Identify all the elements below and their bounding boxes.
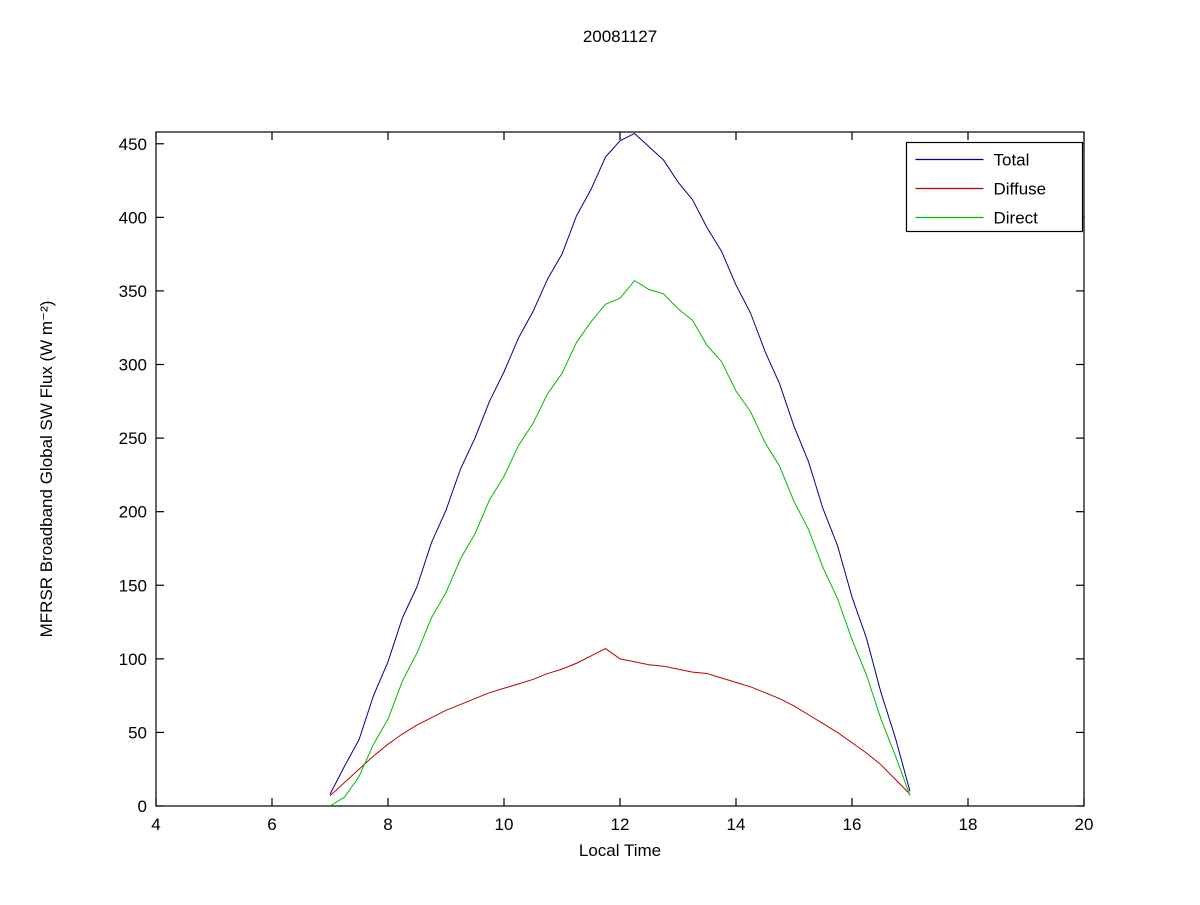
legend-box xyxy=(905,141,1084,233)
x-tick-label: 16 xyxy=(843,815,862,834)
y-tick-label: 350 xyxy=(119,282,147,301)
x-tick-label: 12 xyxy=(611,815,630,834)
x-tick-label: 10 xyxy=(495,815,514,834)
y-tick-label: 300 xyxy=(119,356,147,375)
series-total xyxy=(329,132,911,795)
y-tick-label: 400 xyxy=(119,208,147,227)
x-axis-label: Local Time xyxy=(579,841,661,860)
x-tick-label: 18 xyxy=(959,815,978,834)
x-tick-label: 4 xyxy=(151,815,160,834)
y-tick-label: 0 xyxy=(138,797,147,816)
legend-label-diffuse: Diffuse xyxy=(994,180,1047,199)
x-tick-label: 6 xyxy=(267,815,276,834)
y-tick-label: 450 xyxy=(119,135,147,154)
y-tick-label: 200 xyxy=(119,503,147,522)
y-tick-label: 50 xyxy=(128,723,147,742)
y-tick-label: 250 xyxy=(119,429,147,448)
legend-label-total: Total xyxy=(994,151,1030,170)
legend-label-direct: Direct xyxy=(994,209,1039,228)
series-diffuse xyxy=(329,648,911,797)
x-tick-label: 14 xyxy=(727,815,746,834)
axes-box xyxy=(155,131,1085,807)
y-tick-label: 100 xyxy=(119,650,147,669)
y-tick-label: 150 xyxy=(119,576,147,595)
plot-area: 4 6 8 10 12 14 16 18 200501001502002503003504004… xyxy=(119,131,1094,834)
y-axis-label: MFRSR Broadband Global SW Flux (W m⁻²) xyxy=(37,301,56,638)
x-tick-label: 20 xyxy=(1075,815,1094,834)
series-direct xyxy=(329,280,911,807)
figure-title: 20081127 xyxy=(583,27,657,46)
x-tick-label: 8 xyxy=(383,815,392,834)
